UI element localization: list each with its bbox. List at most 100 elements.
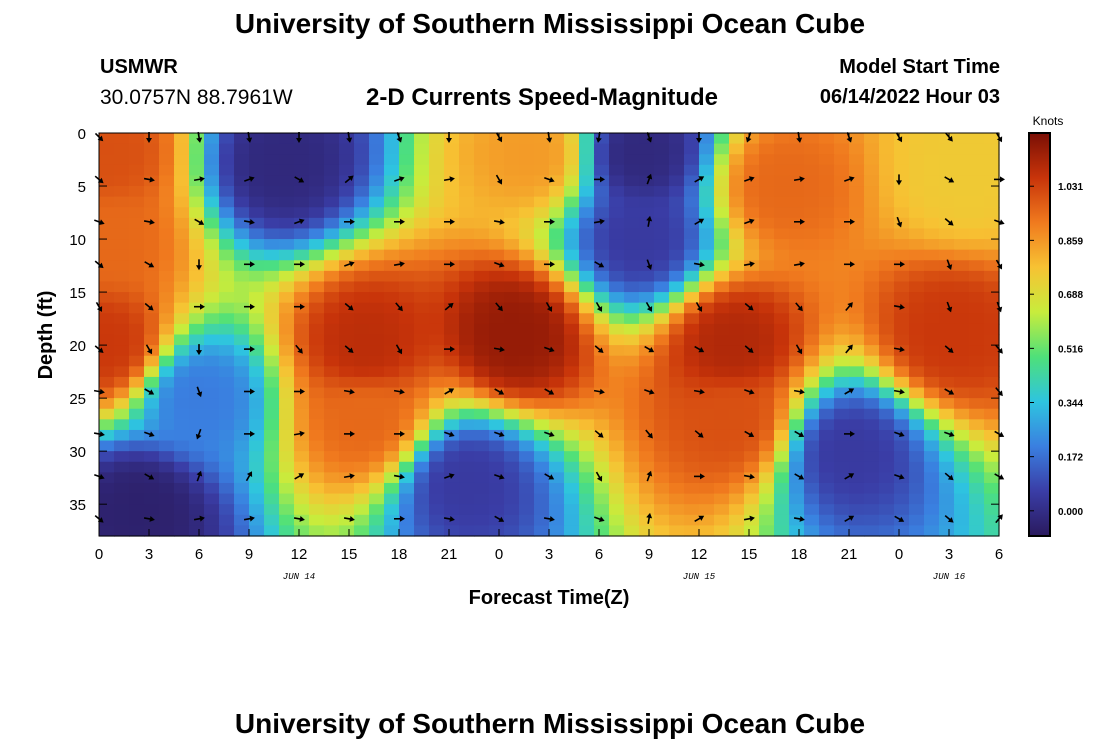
heatmap-cell — [234, 154, 250, 166]
x-tick-label: 21 — [841, 546, 858, 563]
heatmap-cell — [954, 207, 970, 219]
heatmap-cell — [834, 504, 850, 516]
heatmap-cell — [669, 525, 685, 537]
colorbar-tick-label: 0.859 — [1058, 236, 1083, 247]
current-arrow — [144, 261, 155, 268]
date-label: JUN 16 — [933, 572, 966, 582]
heatmap-cell — [429, 154, 445, 166]
heatmap-cell — [114, 249, 130, 261]
heatmap-cell — [789, 292, 805, 304]
heatmap-cell — [819, 196, 835, 208]
heatmap-cell — [849, 323, 865, 336]
heatmap-cell — [294, 451, 310, 463]
heatmap-cell — [609, 429, 625, 442]
heatmap-cell — [354, 217, 370, 230]
heatmap-cell — [609, 196, 625, 208]
heatmap-cell — [594, 398, 610, 410]
heatmap-cell — [744, 461, 760, 473]
heatmap-cell — [489, 408, 505, 420]
heatmap-cell — [114, 525, 130, 537]
heatmap-cell — [909, 504, 925, 516]
current-arrow — [544, 473, 555, 480]
heatmap-cell — [624, 355, 640, 367]
heatmap-cell — [414, 186, 430, 198]
heatmap-cell — [204, 493, 220, 505]
heatmap-cell — [324, 440, 340, 452]
heatmap-cell — [114, 270, 130, 283]
heatmap-cell — [384, 260, 400, 272]
heatmap-cell — [939, 302, 955, 314]
heatmap-cell — [894, 451, 910, 463]
heatmap-cell — [564, 451, 580, 463]
heatmap-cell — [939, 514, 955, 526]
heatmap-cell — [639, 281, 655, 293]
heatmap-cell — [294, 482, 310, 495]
heatmap-cell — [879, 154, 895, 166]
heatmap-cell — [549, 133, 565, 145]
heatmap-cell — [444, 493, 460, 505]
heatmap-cell — [399, 143, 415, 155]
heatmap-cell — [549, 504, 565, 516]
heatmap-cell — [504, 133, 520, 145]
heatmap-cell — [729, 260, 745, 272]
heatmap-cell — [444, 302, 460, 314]
heatmap-cell — [234, 334, 250, 346]
current-arrow — [944, 176, 955, 183]
heatmap-cell — [669, 376, 685, 389]
heatmap-cell — [534, 398, 550, 410]
heatmap-cell — [129, 292, 145, 304]
heatmap-cell — [654, 281, 670, 293]
heatmap-cell — [714, 525, 730, 537]
heatmap-cell — [324, 292, 340, 304]
heatmap-cell — [534, 175, 550, 187]
heatmap-cell — [129, 186, 145, 198]
heatmap-cell — [279, 164, 295, 177]
heatmap-cell — [399, 175, 415, 187]
heatmap-cell — [519, 292, 535, 304]
heatmap-cell — [384, 228, 400, 240]
heatmap-cell — [489, 323, 505, 336]
heatmap-cell — [849, 302, 865, 314]
heatmap-cell — [609, 154, 625, 166]
heatmap-cell — [594, 281, 610, 293]
heatmap-cell — [549, 419, 565, 431]
heatmap-cell — [759, 323, 775, 336]
heatmap-cell — [474, 387, 490, 399]
heatmap-cell — [414, 164, 430, 177]
heatmap-cell — [414, 387, 430, 399]
heatmap-cell — [414, 281, 430, 293]
current-arrow — [294, 218, 305, 225]
heatmap-cell — [864, 408, 880, 420]
heatmap-cell — [534, 525, 550, 537]
heatmap-cell — [759, 239, 775, 251]
heatmap-cell — [339, 429, 355, 442]
heatmap-cell — [774, 376, 790, 389]
x-tick-label: 15 — [341, 546, 358, 563]
heatmap-cell — [534, 292, 550, 304]
heatmap-cell — [249, 429, 265, 442]
heatmap-cell — [399, 472, 415, 484]
heatmap-cell — [339, 514, 355, 526]
heatmap-cell — [699, 207, 715, 219]
heatmap-cell — [954, 133, 970, 145]
heatmap-cell — [699, 239, 715, 251]
current-arrow — [244, 346, 255, 353]
current-arrow — [193, 515, 205, 522]
heatmap-cell — [129, 398, 145, 410]
heatmap-cell — [984, 217, 1000, 230]
heatmap-cell — [519, 451, 535, 463]
heatmap-cell — [729, 398, 745, 410]
heatmap-cell — [339, 525, 355, 537]
heatmap-cell — [174, 260, 190, 272]
heatmap-cell — [789, 175, 805, 187]
heatmap-cell — [954, 175, 970, 187]
heatmap-cell — [834, 355, 850, 367]
heatmap-cell — [669, 408, 685, 420]
heatmap-cell — [459, 228, 475, 240]
heatmap-cell — [639, 313, 655, 325]
current-arrow — [294, 303, 305, 310]
heatmap-cell — [159, 451, 175, 463]
current-arrow — [694, 345, 705, 353]
heatmap-cell — [249, 196, 265, 208]
heatmap-cell — [639, 355, 655, 367]
